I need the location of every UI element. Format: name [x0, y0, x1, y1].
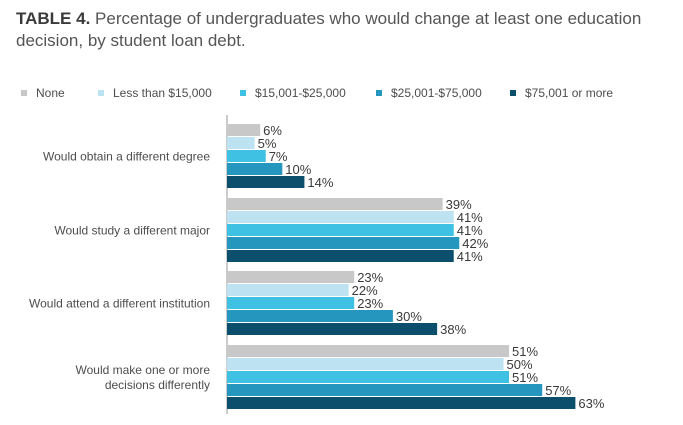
bar: [227, 224, 454, 236]
legend-swatch: [376, 90, 382, 96]
legend-swatch: [240, 90, 246, 96]
data-label: 30%: [396, 309, 422, 324]
category-label: Would obtain a different degree: [43, 150, 210, 164]
bar: [227, 345, 510, 357]
bar: [227, 198, 443, 210]
data-label: 41%: [457, 249, 483, 264]
category-label: decisions differently: [105, 378, 210, 392]
data-label: 22%: [352, 283, 378, 298]
data-label: 5%: [258, 136, 277, 151]
legend-swatch: [510, 90, 516, 96]
data-label: 41%: [457, 223, 483, 238]
legend-label: $75,001 or more: [525, 86, 613, 100]
bar: [227, 211, 454, 223]
bar: [227, 371, 510, 383]
data-label: 38%: [440, 322, 466, 337]
bar: [227, 384, 543, 396]
bar: [227, 150, 266, 162]
category-label: Would attend a different institution: [29, 297, 210, 311]
chart-title-text: Percentage of undergraduates who would c…: [16, 9, 642, 50]
bar: [227, 358, 504, 370]
bar: [227, 176, 305, 188]
bar: [227, 250, 454, 262]
data-label: 41%: [457, 210, 483, 225]
bar: [227, 137, 255, 149]
data-label: 7%: [269, 149, 288, 164]
bar: [227, 297, 355, 309]
legend-label: Less than $15,000: [113, 86, 212, 100]
bar: [227, 323, 438, 335]
legend-label: None: [36, 86, 65, 100]
data-label: 6%: [263, 123, 282, 138]
bar: [227, 163, 283, 175]
data-label: 50%: [507, 357, 533, 372]
bar: [227, 271, 355, 283]
bar: [227, 124, 261, 136]
data-label: 23%: [357, 296, 383, 311]
bar: [227, 397, 576, 409]
data-label: 51%: [512, 344, 538, 359]
chart-title: TABLE 4. Percentage of undergraduates wh…: [16, 8, 666, 52]
bar: [227, 310, 393, 322]
bar: [227, 284, 349, 296]
data-label: 51%: [512, 370, 538, 385]
data-label: 10%: [285, 162, 311, 177]
data-label: 23%: [357, 270, 383, 285]
legend-label: $25,001-$75,000: [391, 86, 482, 100]
table-number: TABLE 4.: [16, 9, 91, 28]
category-label: Would study a different major: [54, 224, 210, 238]
data-label: 63%: [578, 396, 604, 411]
legend-label: $15,001-$25,000: [255, 86, 346, 100]
data-label: 42%: [462, 236, 488, 251]
legend-swatch: [21, 90, 27, 96]
category-label: Would make one or more: [75, 363, 210, 377]
data-label: 57%: [545, 383, 571, 398]
legend-swatch: [98, 90, 104, 96]
data-label: 39%: [446, 197, 472, 212]
data-label: 14%: [307, 175, 333, 190]
bar: [227, 237, 460, 249]
